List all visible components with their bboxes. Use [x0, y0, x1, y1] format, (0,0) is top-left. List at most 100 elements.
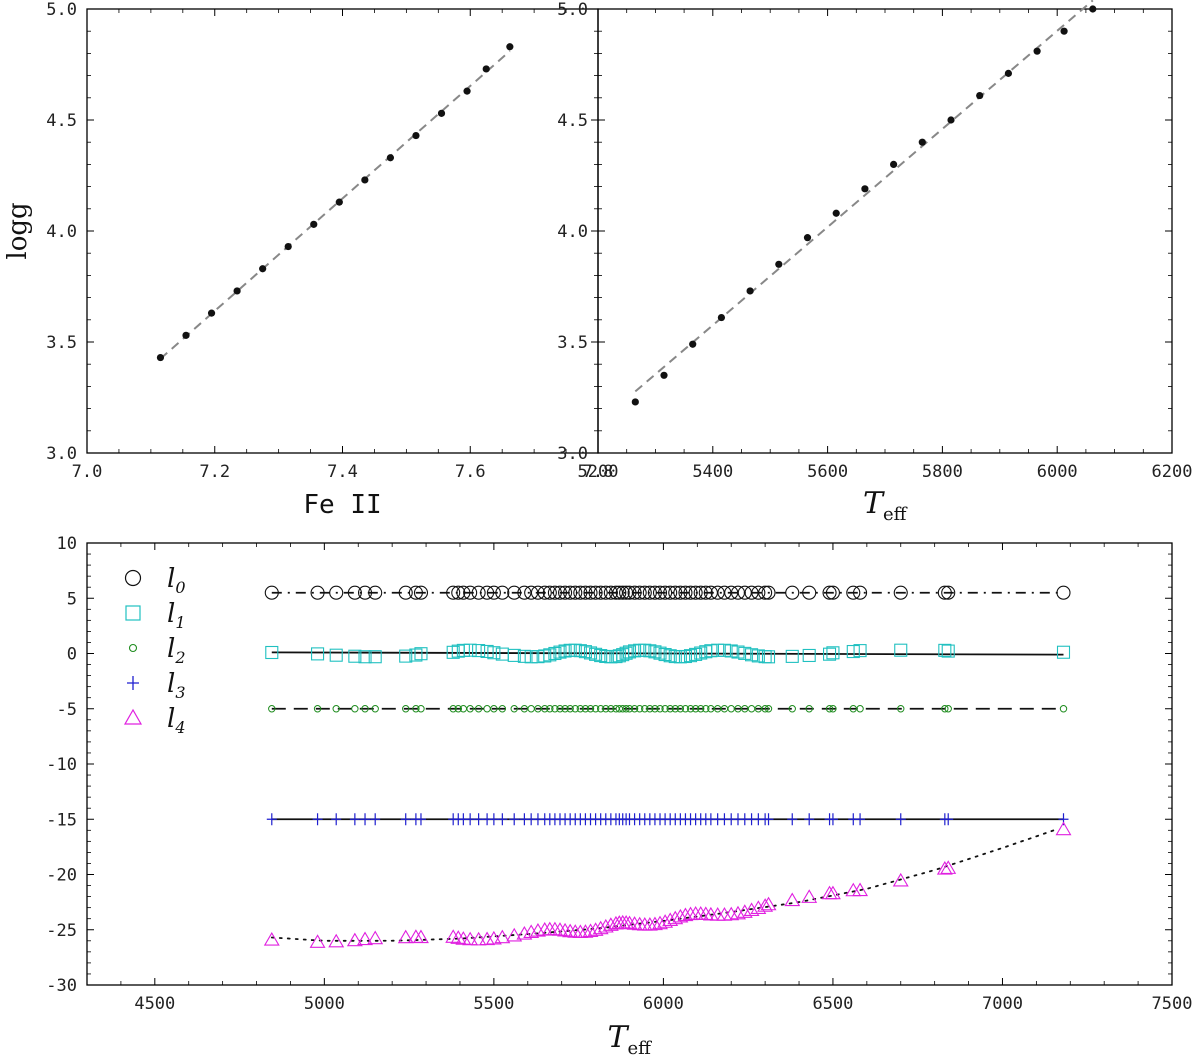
legend-label: l0 [167, 564, 186, 597]
series-1-point [711, 643, 725, 657]
series-2-point [686, 705, 695, 713]
x-tick-label: 5800 [922, 462, 963, 482]
panel-3-frame [86, 542, 1173, 986]
series-4-point [506, 927, 523, 942]
series-2-point [941, 705, 949, 713]
series-1-point [543, 648, 557, 662]
series-4-point [607, 915, 624, 930]
series-4-point [646, 916, 663, 931]
panel-2-point [689, 340, 697, 348]
series-3-point [895, 813, 906, 826]
series-0-point [517, 585, 532, 600]
series-2-point [268, 705, 276, 713]
x-tick-label: 5500 [473, 994, 514, 1014]
series-2-point [483, 705, 491, 713]
series-1-point [348, 649, 362, 663]
series-4-point [892, 872, 909, 887]
series-2-point [897, 705, 905, 713]
series-2-point [581, 705, 590, 713]
series-4-point [824, 885, 841, 900]
series-1-point [704, 644, 718, 658]
legend-label: l1 [167, 599, 186, 632]
y-tick-label: 5 [67, 589, 77, 609]
series-0-point [825, 585, 840, 600]
series-2-point [829, 705, 837, 713]
series-4-point [572, 924, 589, 939]
series-1-point [311, 647, 325, 661]
series-2-point [671, 705, 679, 713]
series-2-point [586, 705, 595, 713]
series-1-point [409, 648, 423, 662]
series-1-point [894, 643, 908, 657]
series-2-point [805, 705, 813, 713]
series-2-point [641, 705, 649, 713]
series-1-point [573, 644, 587, 658]
panel-2-point [1060, 27, 1068, 35]
series-1-point [594, 649, 608, 663]
series-0-point [1056, 585, 1071, 600]
panel-1-point [412, 131, 420, 140]
series-1-point [507, 648, 521, 662]
legend-label: l2 [167, 634, 186, 667]
series-0-point [619, 585, 634, 600]
series-1-point [694, 646, 708, 660]
series-3-point [331, 813, 342, 826]
series-2-point [541, 705, 549, 713]
series-0-point [893, 585, 908, 600]
y-tick-label: -25 [46, 921, 77, 941]
series-1-point [480, 644, 494, 659]
series-1-point [653, 646, 667, 660]
series-1-point [358, 650, 372, 664]
series-0-point [941, 585, 956, 600]
panel-2-point [1089, 5, 1097, 13]
series-2-point [510, 705, 518, 713]
series-0-point [558, 585, 573, 600]
series-2-point [625, 705, 634, 713]
series-3-point [855, 813, 866, 826]
x-tick-label: 6500 [812, 994, 853, 1014]
series-2-point [551, 705, 559, 713]
series-1-point [558, 644, 572, 658]
series-4-point [485, 930, 502, 945]
series-4-point [592, 920, 609, 935]
series-1-point [456, 643, 470, 657]
series-0-point [703, 585, 718, 600]
series-1-point [609, 650, 623, 664]
series-1-point [619, 646, 633, 660]
series-2-point [412, 705, 420, 713]
series-4-point [577, 924, 594, 938]
series-1-fit-line [271, 651, 1064, 656]
series-1-point [1056, 645, 1071, 659]
panel-1-point [361, 176, 369, 184]
y-tick-label: 5.0 [46, 0, 77, 20]
series-0-point [486, 585, 501, 600]
series-0-point [507, 585, 522, 600]
panel-1-point [506, 43, 514, 51]
series-0-point [632, 585, 647, 600]
series-1-point [548, 646, 562, 661]
x-tick-label: 7.2 [199, 462, 230, 482]
panel-2-x-label: Teff [863, 486, 908, 525]
series-0-point [495, 585, 510, 600]
x-tick-label: 7.6 [455, 462, 486, 482]
series-1-point [589, 647, 603, 661]
series-1-point [643, 644, 657, 658]
series-1-point [822, 647, 837, 661]
y-tick-label: -30 [46, 976, 77, 996]
x-tick-label: 5000 [304, 994, 345, 1014]
panel-1-ticks: 7.0 7.2 7.4 7.6 7.83.03.54.04.55.0 [46, 0, 613, 482]
series-1-point [689, 647, 703, 661]
series-2-point [527, 705, 535, 713]
series-1-point [938, 643, 952, 657]
series-0-point [463, 585, 478, 600]
series-0-point [744, 585, 759, 600]
series-2-point [651, 705, 659, 713]
series-2-point [561, 705, 569, 713]
series-0-point [761, 585, 776, 600]
series-4-point [730, 905, 746, 920]
series-2-point [681, 705, 690, 713]
series-1-point [853, 644, 867, 658]
series-0-point [642, 585, 657, 600]
series-4-point [328, 933, 345, 948]
series-1-point [472, 644, 486, 658]
